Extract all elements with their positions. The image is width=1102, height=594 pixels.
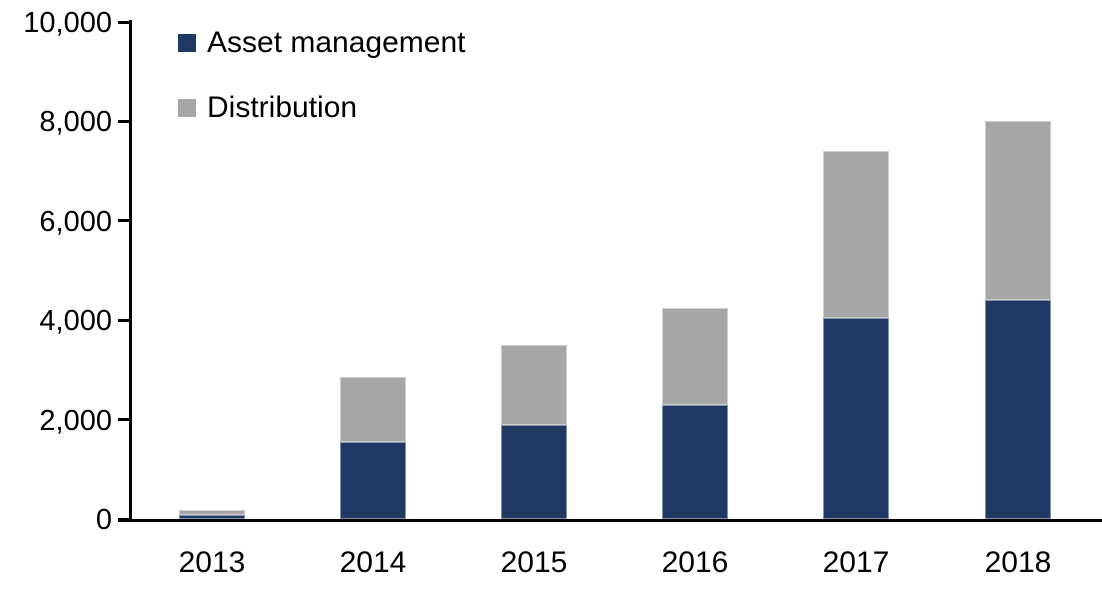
bar-2014 bbox=[340, 377, 406, 519]
x-axis-tick-label: 2016 bbox=[661, 546, 729, 579]
bar-2013 bbox=[179, 510, 245, 519]
legend-item-distribution: Distribution bbox=[178, 93, 465, 123]
x-axis-line bbox=[118, 519, 1102, 522]
bar-segment-asset-management-2017 bbox=[823, 317, 889, 519]
y-axis-tick-mark bbox=[118, 418, 130, 422]
bar-segment-asset-management-2018 bbox=[985, 300, 1051, 519]
y-axis-tick-mark bbox=[118, 219, 130, 223]
bar-segment-distribution-2018 bbox=[985, 121, 1051, 301]
bar-segment-distribution-2016 bbox=[662, 307, 728, 405]
bar-segment-asset-management-2014 bbox=[340, 441, 406, 519]
bar-segment-asset-management-2016 bbox=[662, 404, 728, 519]
bar-segment-asset-management-2013 bbox=[179, 515, 245, 519]
legend-swatch-asset-management-icon bbox=[178, 34, 196, 52]
x-axis-tick-label: 2014 bbox=[339, 546, 407, 579]
bar-2015 bbox=[501, 345, 567, 519]
bar-segment-distribution-2014 bbox=[340, 377, 406, 442]
bar-segment-distribution-2015 bbox=[501, 345, 567, 425]
y-axis-tick-mark bbox=[118, 20, 130, 24]
legend-item-asset-management: Asset management bbox=[178, 28, 465, 58]
y-axis-tick-label: 4,000 bbox=[39, 305, 112, 338]
y-axis-tick-mark bbox=[118, 318, 130, 322]
x-axis-tick-label: 2015 bbox=[500, 546, 568, 579]
x-axis-tick-label: 2013 bbox=[178, 546, 246, 579]
bar-segment-distribution-2017 bbox=[823, 151, 889, 318]
y-axis-tick-label: 8,000 bbox=[39, 106, 112, 139]
legend-label-asset-management: Asset management bbox=[207, 26, 466, 59]
bar-segment-distribution-2013 bbox=[179, 510, 245, 516]
y-axis-tick-label: 6,000 bbox=[39, 205, 112, 238]
y-axis-tick-label: 0 bbox=[95, 504, 112, 536]
legend-swatch-distribution-icon bbox=[178, 99, 196, 117]
x-axis-tick-label: 2018 bbox=[984, 546, 1052, 579]
legend-label-distribution: Distribution bbox=[207, 91, 358, 124]
y-axis-tick-label: 2,000 bbox=[39, 404, 112, 437]
y-axis-tick-label: 10,000 bbox=[23, 7, 112, 39]
bar-2018 bbox=[985, 121, 1051, 519]
y-axis-line bbox=[129, 20, 132, 522]
legend: Asset management Distribution bbox=[178, 28, 465, 158]
y-axis-tick-mark bbox=[118, 517, 130, 521]
x-axis-tick-label: 2017 bbox=[822, 546, 890, 579]
bar-2017 bbox=[823, 151, 889, 519]
bar-segment-asset-management-2015 bbox=[501, 424, 567, 519]
bar-2016 bbox=[662, 307, 728, 519]
y-axis-tick-mark bbox=[118, 119, 130, 123]
